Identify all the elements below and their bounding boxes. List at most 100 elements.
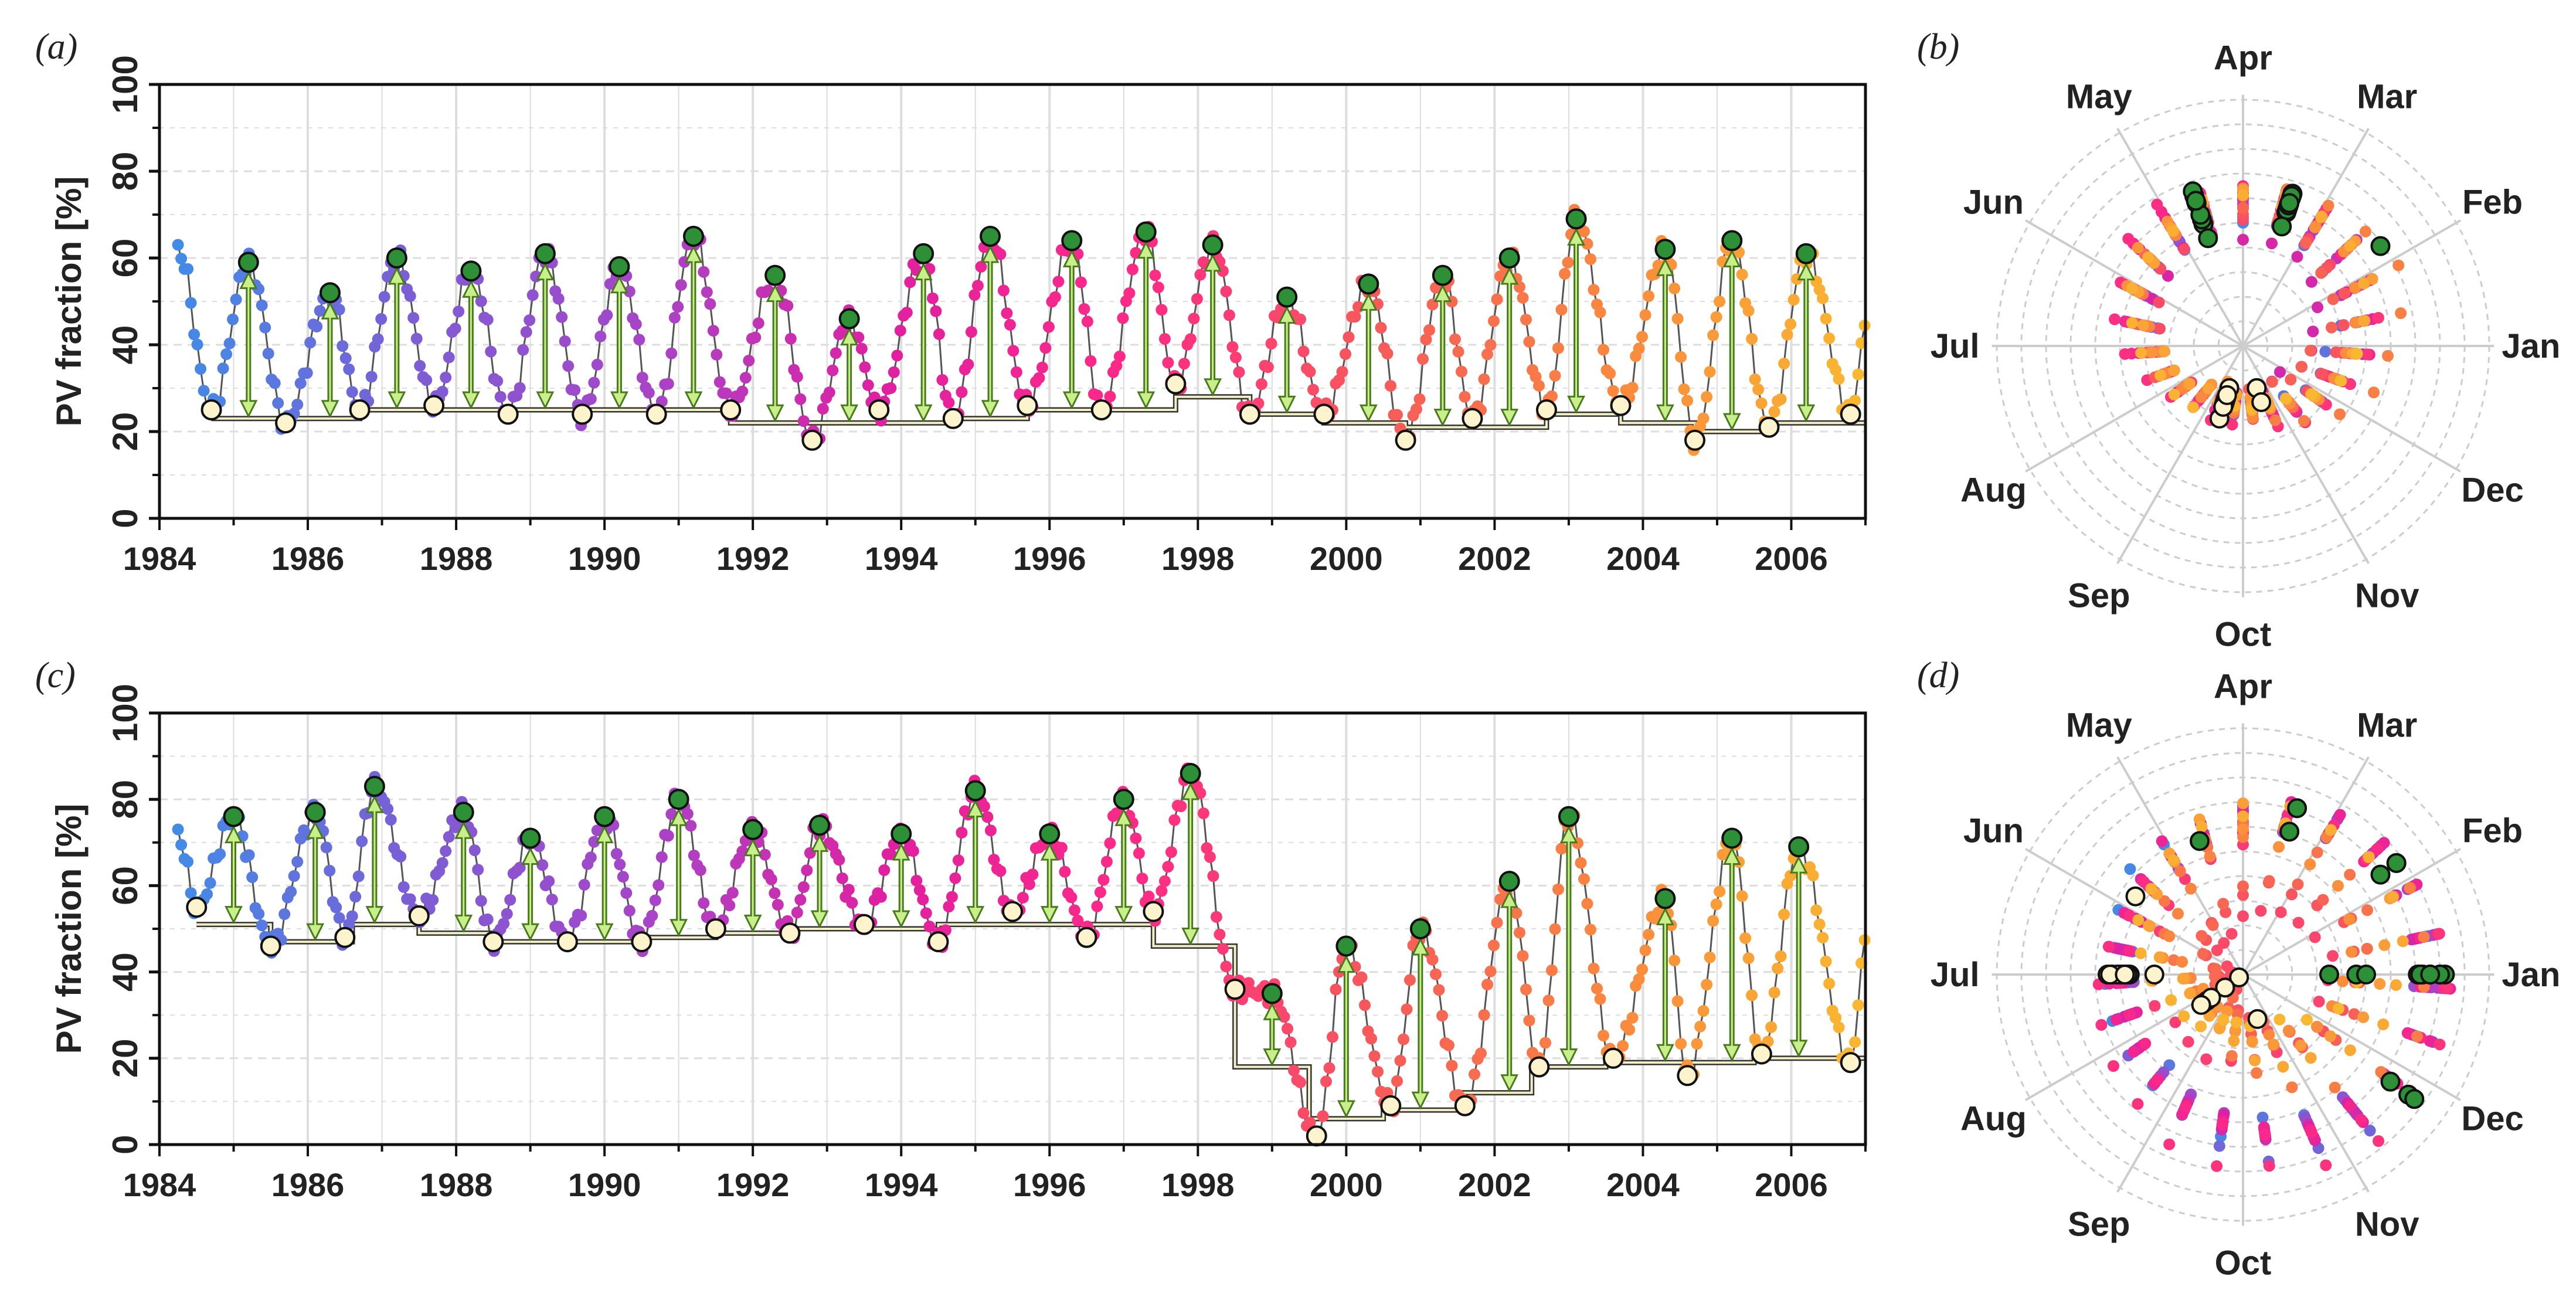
data-point: [1510, 907, 1523, 919]
trough-marker: [1165, 373, 1187, 395]
data-point: [475, 895, 487, 907]
polar-peak-marker: [2190, 831, 2210, 851]
x-tick-label: 1988: [420, 1166, 493, 1203]
polar-point: [2237, 831, 2249, 843]
data-point: [842, 884, 855, 896]
data-point: [349, 891, 362, 903]
polar-point: [2142, 251, 2154, 263]
data-point: [1523, 335, 1535, 348]
data-point: [1772, 962, 1784, 975]
polar-point: [2153, 296, 2165, 308]
data-point: [182, 263, 194, 275]
polar-point: [2216, 1118, 2228, 1131]
polar-point: [2311, 846, 2323, 858]
data-point: [526, 289, 539, 301]
data-point: [546, 894, 558, 906]
polar-point: [2327, 950, 2339, 962]
polar-point: [2237, 233, 2249, 246]
data-point: [1491, 916, 1503, 929]
polar-point: [2266, 237, 2278, 250]
polar-trough-marker: [2229, 967, 2249, 987]
data-point: [1585, 253, 1596, 265]
polar-point: [2343, 914, 2356, 925]
data-point: [1585, 924, 1596, 936]
peak-marker: [1276, 286, 1298, 308]
trough-marker: [1380, 1095, 1402, 1116]
amplitude-arrow: [321, 301, 339, 419]
y-tick-label: 100: [106, 684, 145, 742]
polar-point: [2182, 1036, 2194, 1048]
polar-point: [2132, 242, 2144, 254]
data-point: [1323, 1062, 1335, 1074]
polar-point: [2371, 843, 2383, 856]
data-point: [436, 386, 448, 398]
data-point: [468, 844, 481, 857]
data-point: [1368, 1050, 1381, 1062]
data-point: [1340, 348, 1351, 360]
data-point: [1168, 814, 1181, 826]
data-point: [1282, 1023, 1293, 1035]
polar-point: [2433, 928, 2445, 940]
data-point: [330, 901, 342, 914]
polar-point: [2393, 259, 2405, 271]
data-point: [1517, 291, 1529, 304]
data-point: [772, 899, 784, 911]
polar-point: [2337, 319, 2350, 331]
data-point: [172, 239, 184, 251]
data-point: [1852, 999, 1864, 1011]
polar-point: [2280, 392, 2292, 405]
trough-marker: [408, 905, 430, 926]
peak-marker: [1061, 230, 1083, 252]
polar-point: [2158, 895, 2170, 907]
trough-marker: [1528, 1056, 1550, 1078]
trough-marker: [1535, 399, 1557, 420]
data-point: [1452, 345, 1464, 358]
x-tick-label: 2004: [1606, 1166, 1680, 1203]
data-point: [736, 385, 749, 398]
data-point: [1639, 309, 1651, 321]
data-point: [591, 358, 603, 371]
data-point: [481, 913, 494, 925]
data-point: [1768, 406, 1780, 418]
x-tick-label: 1998: [1161, 540, 1235, 577]
data-point: [172, 823, 184, 836]
data-point: [1530, 371, 1542, 383]
trough-marker: [1610, 395, 1632, 416]
data-point: [830, 347, 842, 359]
trough-marker: [720, 399, 742, 420]
data-point: [1162, 357, 1174, 369]
polar-point: [2363, 851, 2375, 863]
data-point: [1216, 943, 1229, 955]
data-point: [936, 374, 949, 386]
polar-point: [2226, 419, 2238, 431]
polar-point: [2312, 301, 2324, 314]
data-point: [1398, 1033, 1409, 1045]
trough-marker: [1751, 1043, 1772, 1065]
data-point: [920, 907, 932, 919]
trough-marker: [942, 408, 964, 429]
data-point: [584, 393, 597, 405]
data-point: [649, 894, 661, 907]
data-point: [1065, 891, 1078, 904]
data-point: [1517, 950, 1529, 962]
data-point: [1742, 305, 1755, 317]
data-point: [1775, 393, 1787, 405]
data-point: [698, 266, 710, 278]
data-point: [559, 335, 571, 347]
polar-point: [2275, 906, 2287, 918]
polar-point: [2263, 1160, 2275, 1172]
polar-point: [2202, 382, 2214, 395]
data-point: [685, 820, 697, 832]
trough-marker: [1684, 429, 1705, 451]
polar-point: [2319, 345, 2332, 358]
data-point: [707, 325, 719, 337]
data-point: [569, 384, 581, 396]
polar-trough-marker: [2191, 994, 2211, 1015]
polar-point: [2309, 221, 2321, 233]
x-tick-label: 1996: [1013, 1166, 1086, 1203]
polar-point: [2306, 388, 2318, 400]
data-point: [1220, 286, 1232, 298]
polar-point: [2322, 199, 2334, 212]
peak-marker: [838, 308, 860, 330]
polar-point: [2124, 1009, 2136, 1021]
